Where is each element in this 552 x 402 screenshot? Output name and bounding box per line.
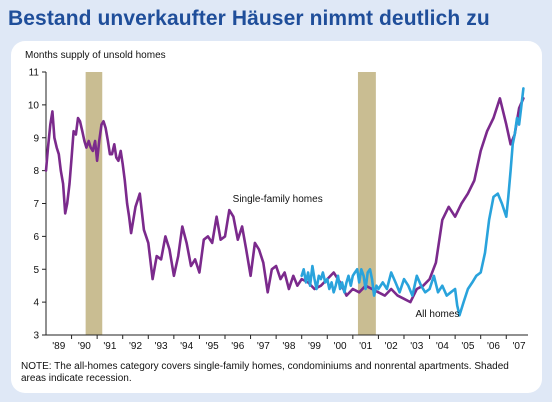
x-tick-label: '07 <box>513 341 526 352</box>
x-tick-label: '05 <box>461 341 474 352</box>
line-chart: Months supply of unsold homes 3 4 5 6 7 8 9 10 1… <box>25 50 528 352</box>
annotation-all-homes: All homes <box>415 309 459 320</box>
y-tick-label: 5 <box>33 265 39 276</box>
y-tick-label: 11 <box>29 68 40 79</box>
x-tick-label: '94 <box>180 341 193 352</box>
page-title: Bestand unverkaufter Häuser nimmt deutli… <box>8 7 490 30</box>
annotation-single-family: Single-family homes <box>233 194 323 205</box>
x-tick-label: '93 <box>155 341 168 352</box>
axes: 3 4 5 6 7 8 9 10 11 '89 '90 '91 '92 '93 '94 '95 '96 '97 '9… <box>28 68 528 352</box>
y-tick-label: 9 <box>33 133 39 144</box>
y-tick-label: 10 <box>28 100 40 111</box>
x-tick-label: '89 <box>52 341 65 352</box>
y-tick-label: 4 <box>33 298 39 309</box>
x-tick-label: '04 <box>436 341 449 352</box>
x-tick-label: '02 <box>385 341 398 352</box>
y-tick-label: 8 <box>33 166 39 177</box>
x-tick-label: '00 <box>334 341 347 352</box>
x-tick-label: '96 <box>231 341 244 352</box>
series-lines <box>44 87 525 317</box>
x-tick-label: '01 <box>359 341 372 352</box>
x-tick-label: '97 <box>257 341 270 352</box>
series-all-homes-line <box>300 87 525 317</box>
x-tick-label: '98 <box>282 341 295 352</box>
annotations: Single-family homes All homes <box>233 194 460 320</box>
x-tick-label: '92 <box>129 341 142 352</box>
x-tick-label: '03 <box>410 341 423 352</box>
x-tick-label: '06 <box>487 341 500 352</box>
recession-bands <box>85 72 376 335</box>
x-tick-label: '90 <box>78 341 91 352</box>
chart-note: NOTE: The all-homes category covers sing… <box>21 361 509 384</box>
chart-panel: Months supply of unsold homes 3 4 5 6 7 8 9 10 1… <box>11 41 542 393</box>
series-single-family-line <box>44 96 525 304</box>
x-tick-label: '91 <box>103 341 116 352</box>
x-tick-label: '99 <box>308 341 321 352</box>
y-tick-label: 7 <box>33 199 39 210</box>
y-tick-label: 3 <box>33 331 39 342</box>
recession-band-1 <box>85 72 103 335</box>
y-tick-label: 6 <box>33 232 39 243</box>
x-tick-label: '95 <box>206 341 219 352</box>
y-axis-label: Months supply of unsold homes <box>25 50 166 61</box>
